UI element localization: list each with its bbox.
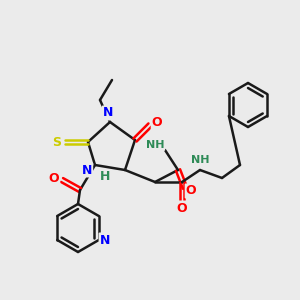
Text: O: O (152, 116, 162, 130)
Text: O: O (177, 202, 187, 214)
Text: NH: NH (191, 155, 209, 165)
Text: H: H (100, 170, 110, 184)
Text: N: N (82, 164, 92, 176)
Text: O: O (186, 184, 196, 197)
Text: S: S (52, 136, 62, 148)
Text: N: N (103, 106, 113, 119)
Text: N: N (100, 233, 110, 247)
Text: O: O (49, 172, 59, 184)
Text: NH: NH (146, 140, 164, 150)
